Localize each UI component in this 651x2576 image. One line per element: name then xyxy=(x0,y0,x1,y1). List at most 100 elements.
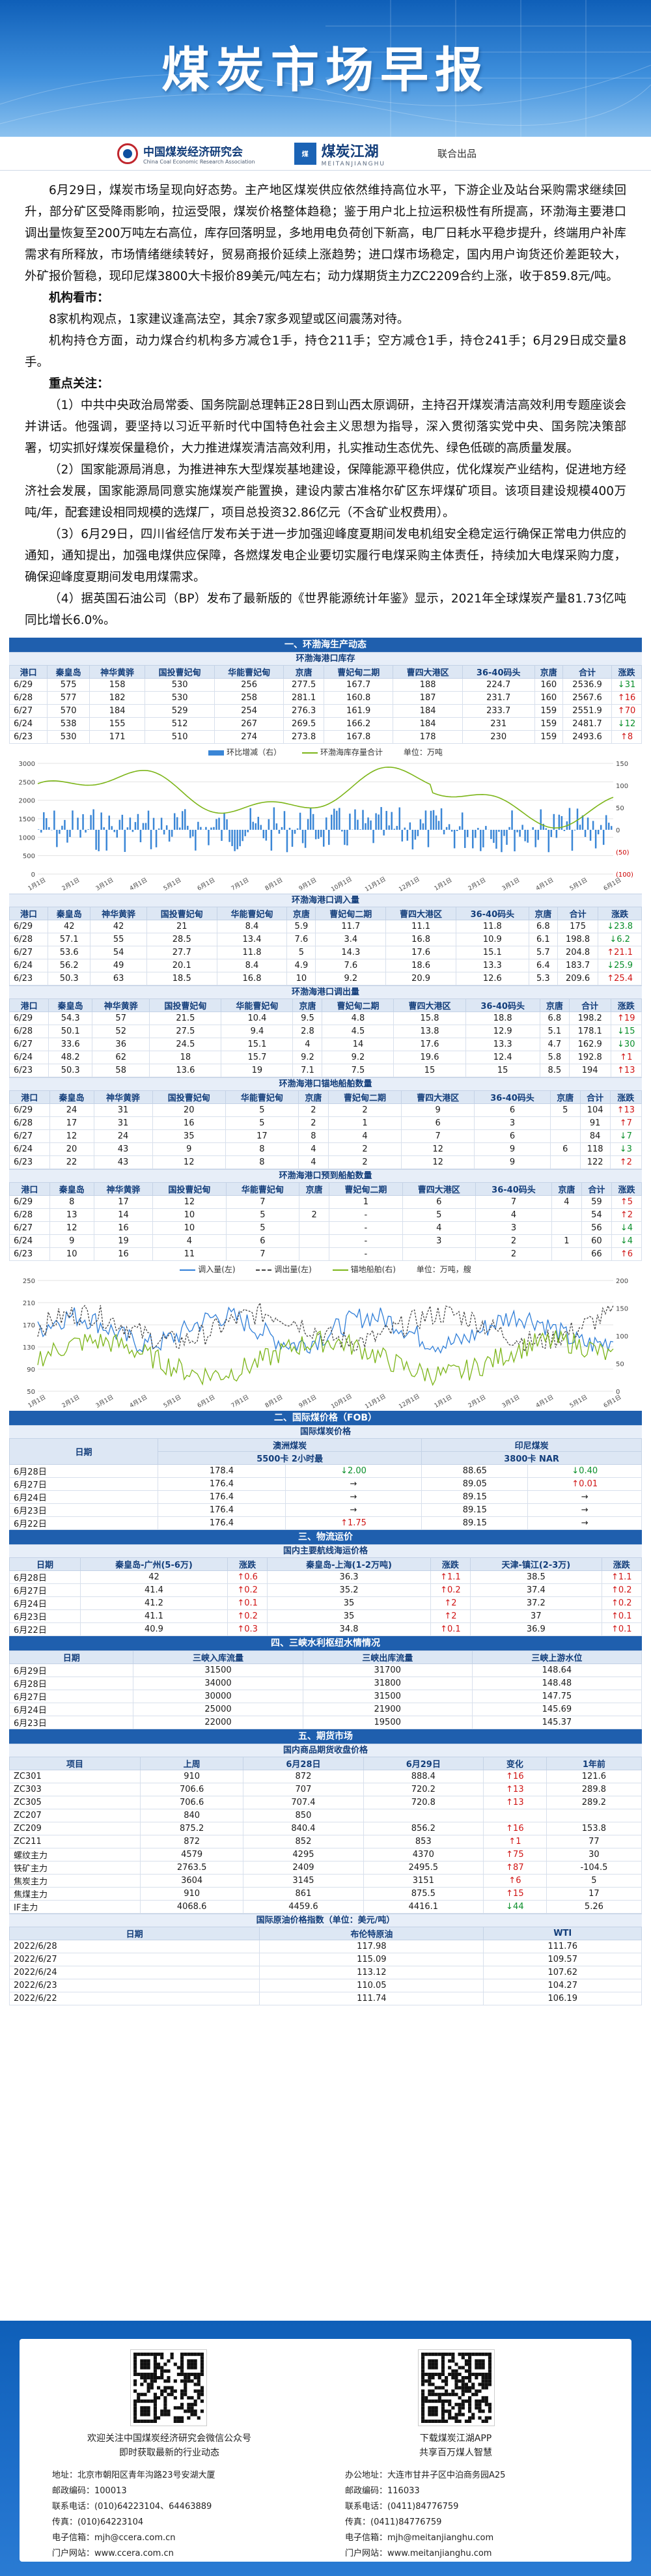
inflow-cell: 11.1 xyxy=(385,920,456,933)
anchor-cell: 12 xyxy=(401,1142,475,1156)
stock-header-4: 华能曹妃甸 xyxy=(214,665,284,679)
chart1-bar xyxy=(589,830,592,841)
chart1-bar xyxy=(121,814,124,830)
anchor-cell: 5 xyxy=(549,1103,581,1117)
water-row: 6月24日 25000 21900 145.69 xyxy=(8,1703,643,1716)
chart1-xtick: 6月1日 xyxy=(196,877,216,892)
futures-cell: 4416.1 xyxy=(363,1900,484,1914)
stock-cell: 233.7 xyxy=(462,704,535,718)
section-title: 五、期货市场 xyxy=(9,1729,642,1744)
anchor-cell: 20 xyxy=(152,1103,226,1117)
forecast-cell: 10 xyxy=(152,1208,227,1222)
water-cell: 31800 xyxy=(302,1677,473,1690)
chart1-bar xyxy=(521,825,523,830)
freight-row: 6月28日 42 ↑0.6 36.3 ↑1.1 38.5 ↑1.1 xyxy=(8,1570,642,1584)
outflow-cell: 57 xyxy=(92,1012,150,1025)
outflow-cell: ↑19 xyxy=(610,1012,643,1025)
freight-title: 国内主要航线海运价格 xyxy=(9,1544,642,1557)
section-title: 二、国际煤价格（FOB） xyxy=(9,1411,642,1425)
inflow-cell: ↓23.8 xyxy=(598,920,642,933)
anchor-cell: 6/27 xyxy=(9,1129,50,1143)
chart1-bar xyxy=(150,830,152,849)
intl-cell: → xyxy=(527,1516,642,1530)
inflow-cell: 57.1 xyxy=(48,933,91,946)
forecast-cell: 8 xyxy=(49,1195,94,1209)
chart1-bar xyxy=(85,830,87,833)
chart1-bar xyxy=(571,830,574,851)
forecast-cell: 54 xyxy=(581,1208,612,1222)
chart2-xtick: 5月1日 xyxy=(568,1394,589,1409)
chart2-xtick: 2月1日 xyxy=(61,1394,81,1409)
chart1-bar xyxy=(430,810,432,830)
intl-aus-header: 澳洲煤炭 xyxy=(157,1438,422,1452)
freight-cell: 38.5 xyxy=(470,1570,602,1584)
summary-text: 6月29日，煤炭市场呈现向好态势。主产地区煤炭供应依然维持高位水平，下游企业及站… xyxy=(0,171,651,638)
futures-cell: ↑6 xyxy=(482,1874,547,1888)
forecast-cell: 7 xyxy=(475,1195,552,1209)
freight-cell: 35 xyxy=(267,1596,431,1610)
chart1-bar xyxy=(383,830,385,836)
chart1-bar xyxy=(498,830,500,832)
outflow-header-4: 华能曹妃甸 xyxy=(221,998,294,1012)
chart1-bar xyxy=(555,830,558,838)
water-cell: 145.69 xyxy=(471,1703,643,1716)
chart1-bar xyxy=(309,808,312,830)
freight-cell: ↑0.1 xyxy=(227,1596,268,1610)
inflow-row: 6/23 50.3 63 18.5 16.8 10 9.2 20.9 12.6 5.3 209.6 ↑… xyxy=(8,972,642,985)
forecast-row: 6/28 13 14 10 5 2-5 4 54 ↑2 xyxy=(9,1208,643,1222)
stock-chart-legend: 环比增减（右） 环渤海库存量合计 单位：万吨 xyxy=(9,746,642,757)
flow-chart-svg: 250 210 170 130 90 50 200 150 100 50 0 1月1日 2月1日 3月1日… xyxy=(23,1278,628,1410)
intl-cell: → xyxy=(527,1490,642,1504)
chart1-xtick: 11月1日 xyxy=(364,875,387,893)
outflow-cell: 9.2 xyxy=(322,1051,395,1064)
inflow-header-11: 涨跌 xyxy=(598,907,642,920)
stock-cell: 159 xyxy=(534,704,564,718)
inflow-cell: 20.1 xyxy=(146,959,217,972)
outflow-cell: 7.5 xyxy=(322,1064,395,1077)
chart1-bar xyxy=(375,813,377,830)
outflow-cell: 9.4 xyxy=(221,1025,294,1038)
futures-cell: 5.26 xyxy=(546,1900,643,1914)
inflow-cell: 5.7 xyxy=(528,946,558,959)
inflow-cell: 12.6 xyxy=(455,972,529,985)
freight-header-5: 天津-镇江(2-3万) xyxy=(470,1557,602,1571)
intl-idn-sub: 3800卡 NAR xyxy=(421,1451,642,1465)
inflow-cell: 6.8 xyxy=(528,920,558,933)
intl-cell: 89.15 xyxy=(421,1516,529,1530)
qr1-caption: 欢迎关注中国煤炭经济研究会微信公众号 即时获取最新的行业动态 xyxy=(65,2431,273,2460)
chart2-ytick-right: 0 xyxy=(616,1389,620,1396)
outflow-cell: 4 xyxy=(292,1038,323,1051)
inflow-table: 港口 秦皇岛 神华黄骅 国投曹妃甸 华能曹妃甸 京唐 曹妃甸二期 曹四大港区 36-40码头 京唐… xyxy=(8,907,642,985)
inflow-row: 6/27 53.6 54 27.7 11.8 5 14.3 17.6 15.1 5.7 204.8 ↑… xyxy=(8,946,642,959)
freight-cell: ↑1.1 xyxy=(601,1570,642,1584)
futures-cell: 707 xyxy=(243,1783,364,1796)
stock-cell: 529 xyxy=(145,704,215,718)
intl-row: 6月27日 176.4 → 89.05 ↑0.01 xyxy=(9,1477,642,1491)
oil-cell: 2022/6/22 xyxy=(8,1992,260,2005)
flow-chart-legend: 调入量(左) 调出量(左) 锚地船舶(右) 单位：万吨，艘 xyxy=(9,1264,642,1275)
forecast-cell: 12 xyxy=(49,1221,94,1235)
forecast-cell xyxy=(299,1247,330,1261)
forecast-cell: - xyxy=(329,1208,403,1222)
stock-cell: 184 xyxy=(89,704,146,718)
chart1-bar xyxy=(354,809,356,830)
forecast-cell: 4 xyxy=(152,1234,227,1248)
forecast-header-10: 合计 xyxy=(581,1182,612,1196)
forecast-cell: 13 xyxy=(49,1208,94,1222)
stock-cell: 6/29 xyxy=(8,678,48,692)
intl-cell: 89.05 xyxy=(421,1477,529,1491)
chart1-bar xyxy=(540,809,542,830)
anchor-header-8: 36-40码头 xyxy=(474,1090,551,1104)
chart1-ytick-right: 150 xyxy=(616,761,628,768)
outflow-cell: 15 xyxy=(465,1064,540,1077)
mtjh-logo-icon: 煤 xyxy=(294,142,316,165)
forecast-cell: 7 xyxy=(225,1247,300,1261)
futures-cell: 153.8 xyxy=(546,1822,643,1835)
stock-cell: 6/27 xyxy=(8,704,48,718)
anchor-cell: ↑2 xyxy=(609,1155,643,1169)
anchor-cell: 43 xyxy=(93,1142,153,1156)
futures-cell: 850 xyxy=(243,1809,364,1822)
chart2-ytick-right: 100 xyxy=(616,1333,628,1340)
intl-cell: 88.65 xyxy=(421,1464,529,1478)
